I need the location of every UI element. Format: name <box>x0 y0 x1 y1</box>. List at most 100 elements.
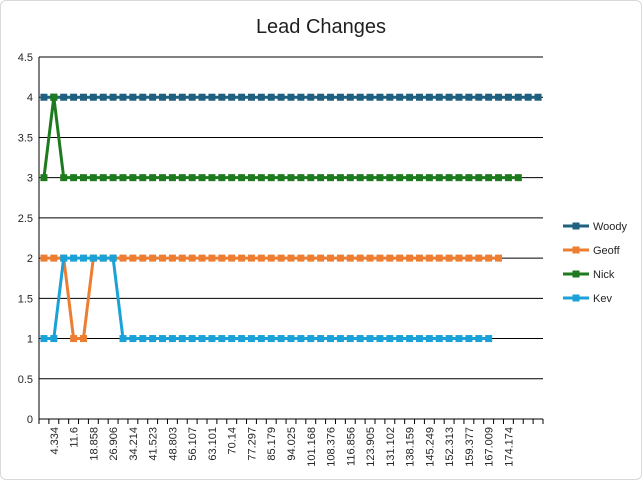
data-point <box>218 93 226 101</box>
data-point <box>119 254 127 262</box>
data-point <box>129 254 137 262</box>
data-point <box>267 174 275 182</box>
data-point <box>287 335 295 343</box>
data-point <box>346 93 354 101</box>
data-point <box>198 254 206 262</box>
x-tick-label: 70.14 <box>227 427 239 455</box>
data-point <box>40 254 48 262</box>
data-point <box>218 335 226 343</box>
data-point <box>327 93 335 101</box>
data-point <box>415 335 423 343</box>
data-point <box>228 93 236 101</box>
x-tick-label: 123.905 <box>365 427 377 467</box>
data-point <box>386 93 394 101</box>
data-point <box>307 335 315 343</box>
data-point <box>139 93 147 101</box>
x-tick-label: 48.803 <box>167 427 179 461</box>
data-point <box>149 93 157 101</box>
y-axis: 0 0.5 1 1.5 2 2.5 3 3.5 4 4.5 <box>18 52 33 426</box>
data-point <box>168 254 176 262</box>
x-tick-label: 116.856 <box>345 427 357 466</box>
legend-item: Geoff <box>563 245 621 257</box>
data-point <box>317 335 325 343</box>
data-point <box>50 93 58 101</box>
data-point <box>159 174 167 182</box>
data-point <box>99 254 107 262</box>
data-point <box>514 93 522 101</box>
data-point <box>297 174 305 182</box>
x-tick-label: 77.297 <box>246 427 258 461</box>
data-point <box>376 335 384 343</box>
data-point <box>455 335 463 343</box>
data-point <box>228 254 236 262</box>
data-point <box>406 335 414 343</box>
data-point <box>504 93 512 101</box>
data-point <box>228 174 236 182</box>
data-point <box>168 93 176 101</box>
data-point <box>247 174 255 182</box>
data-point <box>70 174 78 182</box>
data-point <box>356 93 364 101</box>
data-point <box>435 93 443 101</box>
x-tick-label: 101.168 <box>306 427 318 467</box>
gridlines <box>39 56 543 420</box>
data-point <box>386 335 394 343</box>
y-tick-label: 2 <box>27 253 33 265</box>
data-point <box>79 254 87 262</box>
data-point <box>287 174 295 182</box>
data-point <box>504 174 512 182</box>
x-tick-label: 4.334 <box>49 427 61 455</box>
data-point <box>198 174 206 182</box>
data-point <box>89 93 97 101</box>
data-point <box>238 254 246 262</box>
data-point <box>119 174 127 182</box>
data-point <box>109 254 117 262</box>
y-tick-label: 0 <box>27 414 33 426</box>
data-point <box>485 254 493 262</box>
data-point <box>149 335 157 343</box>
data-point <box>495 254 503 262</box>
x-tick-label: 63.101 <box>207 427 219 461</box>
data-point <box>178 93 186 101</box>
x-tick-label: 152.313 <box>444 427 456 467</box>
data-point <box>425 254 433 262</box>
data-point <box>336 254 344 262</box>
data-point <box>396 254 404 262</box>
x-tick-label: 41.523 <box>148 427 160 461</box>
data-point <box>297 93 305 101</box>
data-point <box>376 174 384 182</box>
data-point <box>485 174 493 182</box>
data-point <box>524 93 532 101</box>
data-point <box>119 93 127 101</box>
x-tick-label: 159.377 <box>464 427 476 467</box>
data-point <box>435 254 443 262</box>
data-point <box>257 93 265 101</box>
data-point <box>327 254 335 262</box>
data-point <box>139 335 147 343</box>
data-point <box>445 335 453 343</box>
data-point <box>406 174 414 182</box>
x-tick-label: 85.179 <box>266 427 278 461</box>
data-point <box>307 174 315 182</box>
x-axis: 4.334 11.6 18.858 26.906 34.214 41.523 48.803 5… <box>38 57 544 467</box>
data-point <box>109 174 117 182</box>
x-tick-label: 34.214 <box>128 427 140 461</box>
x-tick-label: 26.906 <box>108 427 120 461</box>
data-point <box>218 254 226 262</box>
data-point <box>445 174 453 182</box>
data-point <box>79 93 87 101</box>
data-point <box>465 93 473 101</box>
data-point <box>297 254 305 262</box>
data-point <box>415 93 423 101</box>
data-point <box>247 93 255 101</box>
data-point <box>366 335 374 343</box>
data-point <box>336 174 344 182</box>
data-point <box>247 254 255 262</box>
data-point <box>159 335 167 343</box>
data-point <box>89 254 97 262</box>
series-group <box>40 93 542 343</box>
data-point <box>307 254 315 262</box>
data-point <box>267 93 275 101</box>
data-point <box>307 93 315 101</box>
data-point <box>257 335 265 343</box>
